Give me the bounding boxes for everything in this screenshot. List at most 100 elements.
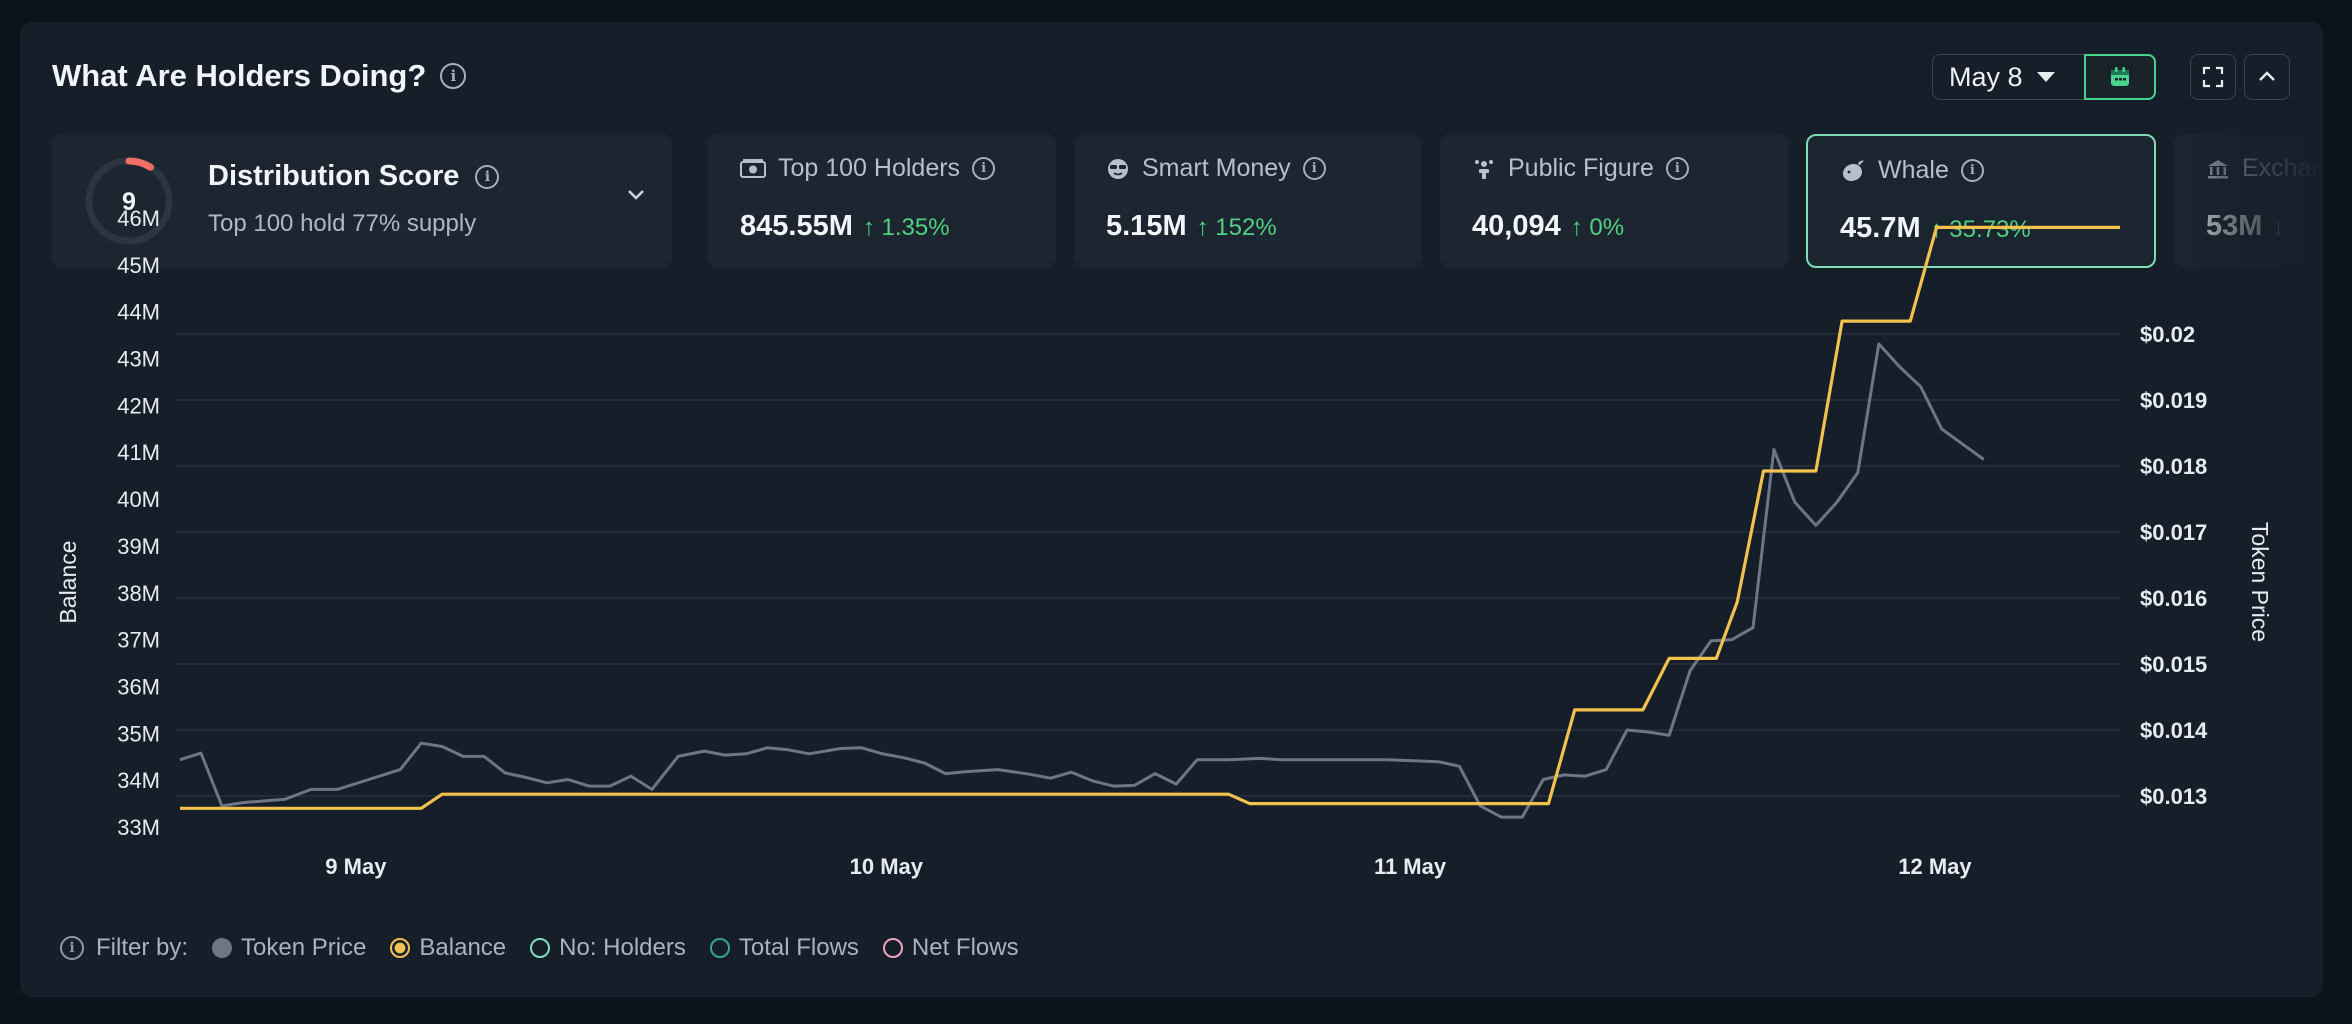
card-change-value: 0% [1589,214,1625,241]
calendar-icon [2111,67,2129,86]
y-left-tick-label: 36M [117,674,160,699]
x-tick-label: 10 May [850,854,924,879]
fullscreen-button[interactable] [2190,54,2236,100]
legend-balance[interactable]: Balance [390,934,506,962]
info-icon[interactable]: i [1665,157,1689,180]
date-dropdown[interactable]: May 8 [1932,54,2106,100]
card-change-value: 35.73% [1949,216,2031,243]
card-value: 845.55M [740,210,853,242]
holders-chart: 33M 34M 35M 36M 37M 38M 39M 40M 41M 42M 43M 44M 45M 4… [55,206,2273,879]
info-icon[interactable]: i [440,63,467,89]
panel-title-row: What Are Holders Doing? i [52,58,467,94]
y-right-tick-label: $0.018 [2140,454,2207,479]
y-right-tick-label: $0.015 [2140,652,2207,677]
y-left-tick-label: 45M [117,253,160,278]
y-left-tick-label: 33M [117,815,160,840]
y-right-tick-label: $0.017 [2140,520,2207,545]
legend-net-flows[interactable]: Net Flows [882,934,1019,962]
series-line-balance [180,225,2120,810]
holders-panel: What Are Holders Doing? i May 8 [20,22,2323,997]
y-left-tick-label: 42M [117,393,160,418]
money-icon [740,158,766,178]
y-left-tick-label: 35M [117,721,160,746]
distribution-score-card[interactable]: 9 Distribution Score i Top 100 hold 77% … [52,134,672,268]
series-line-token-price [179,342,1985,819]
legend-label: Balance [419,934,507,961]
info-icon[interactable]: i [972,157,996,180]
legend-no-holders[interactable]: No: Holders [530,934,686,962]
y-left-tick-label: 44M [117,300,160,325]
y-left-tick-label: 39M [117,534,160,559]
stage-icon [1475,159,1493,179]
legend-label: Total Flows [738,934,859,961]
chevron-up-icon [2259,71,2275,81]
sunglasses-icon [1108,158,1128,179]
chart-legend: i Filter by: Token Price Balance No: Hol… [60,934,1019,962]
legend-dot [882,938,903,958]
y-left-tick-label: 41M [117,440,160,465]
card-value-row: 45.7M ↑ 35.73% [1840,212,2031,245]
y-right-tick-label: $0.013 [2140,784,2207,809]
fullscreen-icon [2202,66,2224,88]
y-left-tick-label: 46M [117,206,160,231]
legend-label: Token Price [241,934,367,961]
card-change: ↑ 35.73% [1930,216,2031,243]
card-label: Whale [1878,156,1949,184]
x-tick-label: 9 May [325,854,387,879]
card-label-row: Whale i [1840,156,1984,185]
legend-dot [212,938,233,958]
chevron-down-icon[interactable] [624,182,648,206]
legend-token-price[interactable]: Token Price [212,934,366,962]
info-icon[interactable]: i [1960,159,1984,182]
card-value-row: 40,094 ↑ 0% [1472,210,1624,243]
card-top-100-holders[interactable]: Top 100 Holders i 845.55M ↑ 1.35% [708,134,1056,268]
legend-dot [530,938,551,958]
card-change-value: 1.35% [881,214,950,241]
y-left-tick-label: 37M [117,628,160,653]
y-right-tick-label: $0.014 [2140,718,2208,743]
card-label-row: Public Figure i [1472,154,1689,183]
card-label-row: Smart Money i [1106,154,1326,183]
card-whale[interactable]: Whale i 45.7M ↑ 35.73% [1806,134,2156,268]
card-smart-money[interactable]: Smart Money i 5.15M ↑ 152% [1074,134,1422,268]
card-label: Public Figure [1508,154,1654,182]
card-change: ↑ 0% [1570,214,1625,241]
whale-icon [1843,160,1864,181]
panel-title: What Are Holders Doing? [52,58,427,93]
distribution-title-row: Distribution Score i [208,160,500,193]
info-icon[interactable]: i [475,164,500,189]
legend-dot [709,938,730,958]
info-icon[interactable]: i [60,936,84,960]
y-right-tick-label: $0.02 [2140,322,2195,347]
legend-total-flows[interactable]: Total Flows [709,934,859,962]
filter-label: Filter by: [96,934,189,961]
card-label-row: Top 100 Holders i [740,154,996,183]
card-value-row: 5.15M ↑ 152% [1106,210,1277,243]
y-left-tick-label: 40M [117,487,160,512]
card-change: ↑ 152% [1196,214,1277,241]
distribution-subtitle: Top 100 hold 77% supply [208,210,477,237]
distribution-title: Distribution Score [208,160,460,192]
date-label: May 8 [1949,61,2023,92]
info-icon[interactable]: i [1302,157,1326,180]
collapse-button[interactable] [2244,54,2290,100]
x-tick-label: 12 May [1898,854,1972,879]
x-tick-label: 11 May [1374,854,1447,879]
card-value: 5.15M [1106,210,1187,242]
y-left-tick-label: 43M [117,347,160,372]
distribution-score-value: 9 [122,188,136,216]
y-left-tick-label: 38M [117,581,160,606]
calendar-button[interactable] [2084,54,2156,100]
legend-label: No: Holders [559,934,686,961]
y-left-axis-title: Balance [55,540,81,623]
legend-label: Net Flows [911,934,1019,961]
caret-down-icon [2036,72,2055,82]
card-change-value: 152% [1215,214,1277,241]
y-right-tick-label: $0.016 [2140,586,2207,611]
card-change: ↑ 1.35% [862,214,950,241]
distribution-score-ring: 9 [85,157,173,245]
card-public-figure[interactable]: Public Figure i 40,094 ↑ 0% [1440,134,1788,268]
y-left-tick-label: 34M [117,768,160,793]
y-right-axis-title: Token Price [2247,522,2273,642]
card-value: 45.7M [1840,212,1921,244]
